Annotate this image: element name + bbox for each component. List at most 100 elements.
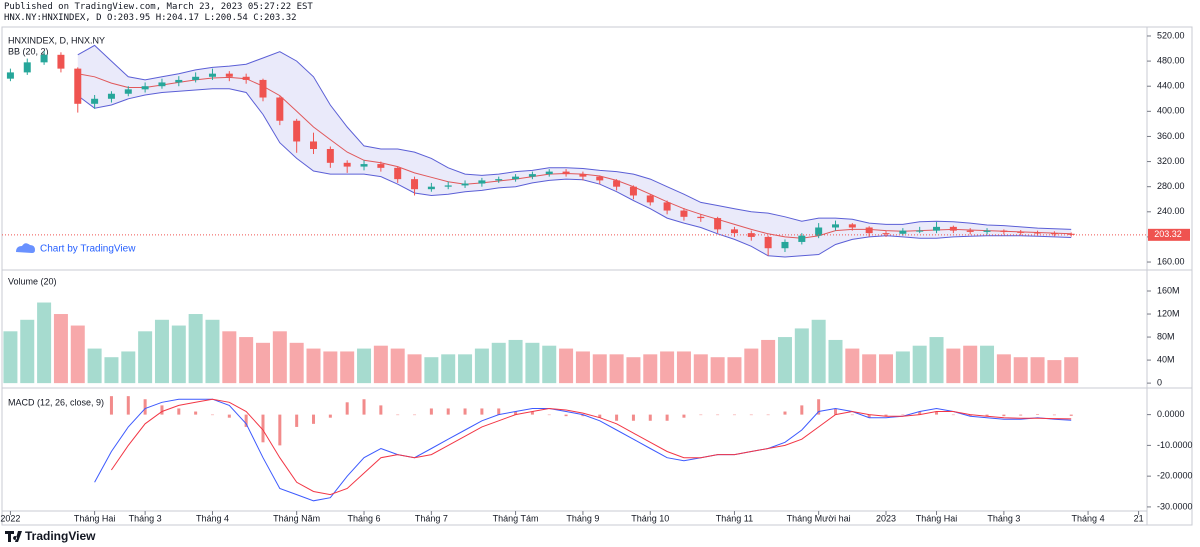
volume-bar [222, 331, 237, 384]
volume-bar [87, 348, 102, 384]
macd-histogram [497, 408, 501, 415]
candle-body [57, 54, 65, 69]
macd-histogram [362, 399, 366, 415]
volume-bar [727, 357, 742, 384]
macd-histogram [1002, 414, 1006, 417]
macd-histogram [328, 414, 332, 418]
macd-histogram [446, 408, 450, 415]
y-tick-label: 240.00 [1157, 206, 1185, 216]
macd-histogram [126, 396, 130, 415]
candle-body [781, 241, 789, 249]
volume-bar [340, 351, 355, 384]
macd-histogram [143, 399, 147, 415]
volume-bar [929, 337, 944, 384]
volume-bar [255, 342, 270, 384]
volume-bar [559, 348, 574, 384]
volume-bar [289, 342, 304, 384]
x-tick-label: Tháng Năm [273, 513, 320, 523]
volume-bar [1013, 357, 1028, 384]
volume-bar [912, 345, 927, 384]
macd-histogram [766, 414, 770, 416]
y-tick-label: 360.00 [1157, 131, 1185, 141]
candle-body [596, 176, 604, 181]
pane-title: Volume (20) [8, 276, 57, 286]
macd-histogram [935, 411, 939, 415]
x-tick-label: Tháng 3 [129, 513, 162, 523]
x-tick-label: Tháng Hai [74, 513, 116, 523]
candle-body [158, 82, 166, 87]
overlay-title: BB (20, 2) [8, 46, 49, 56]
y-tick-label: 120M [1157, 308, 1180, 318]
candle-body [427, 186, 435, 190]
bb-basis [77, 73, 1072, 239]
x-tick-label: Tháng 7 [415, 513, 448, 523]
macd-histogram [749, 414, 753, 416]
volume-bar [70, 325, 85, 384]
macd-histogram [867, 414, 871, 418]
x-tick-label: 21 [1134, 513, 1144, 523]
macd-histogram [261, 414, 265, 443]
candle-body [882, 233, 890, 235]
candle-body [562, 171, 570, 175]
macd-histogram [514, 411, 518, 415]
y-tick-label: 320.00 [1157, 156, 1185, 166]
macd-histogram [160, 405, 164, 415]
x-tick-label: Tháng Hai [916, 513, 958, 523]
macd-histogram [480, 408, 484, 415]
x-tick-label: Tháng 3 [987, 513, 1020, 523]
candle-body [91, 98, 99, 104]
y-tick-label: 440.00 [1157, 81, 1185, 91]
candle-body [444, 185, 452, 187]
volume-bar [239, 337, 254, 384]
candle-body [23, 62, 31, 73]
macd-histogram [194, 411, 198, 415]
y-tick-label: -10.0000 [1157, 440, 1193, 450]
macd-histogram [210, 414, 214, 416]
candle-body [293, 120, 301, 142]
candle-body [899, 230, 907, 234]
candle-body [949, 226, 957, 231]
x-tick-label: Tháng 11 [716, 513, 753, 523]
macd-histogram [699, 414, 703, 416]
macd-histogram [312, 414, 316, 424]
y-tick-label: -30.0000 [1157, 501, 1193, 511]
pane-title: MACD (12, 26, close, 9) [8, 397, 104, 407]
candle-body [730, 229, 738, 234]
volume-bar [996, 354, 1011, 384]
candle-body [916, 230, 924, 232]
macd-histogram [665, 414, 669, 421]
watermark-text: Chart by TradingView [40, 244, 136, 255]
macd-histogram [901, 414, 905, 416]
candle-body [1050, 233, 1058, 235]
macd-histogram [648, 414, 652, 421]
volume-bar [879, 354, 894, 384]
macd-histogram [833, 408, 837, 415]
macd-histogram [1019, 414, 1023, 416]
candle-body [697, 216, 705, 219]
volume-bar [1064, 357, 1079, 384]
macd-histogram [884, 414, 888, 417]
candle-body [613, 180, 621, 187]
candle-body [242, 76, 250, 80]
volume-bar [373, 345, 388, 384]
candle-body [1017, 231, 1025, 233]
candle-body [124, 89, 132, 94]
price-label-bg [1148, 228, 1190, 241]
macd-histogram [463, 408, 467, 415]
volume-bar [20, 319, 35, 384]
candle-body [933, 226, 941, 231]
candle-body [175, 79, 183, 83]
volume-bar [626, 357, 641, 384]
macd-histogram [850, 414, 854, 416]
macd-histogram [345, 402, 349, 415]
volume-bar [491, 342, 506, 384]
pane-title: HNXINDEX, D, HNX.NY [8, 35, 105, 45]
macd-line [94, 398, 1072, 502]
volume-bar [828, 339, 843, 384]
volume-bar [845, 348, 860, 384]
candle-body [714, 218, 722, 230]
candle-body [310, 141, 318, 150]
candle-body [848, 224, 856, 228]
candle-body [192, 76, 200, 80]
